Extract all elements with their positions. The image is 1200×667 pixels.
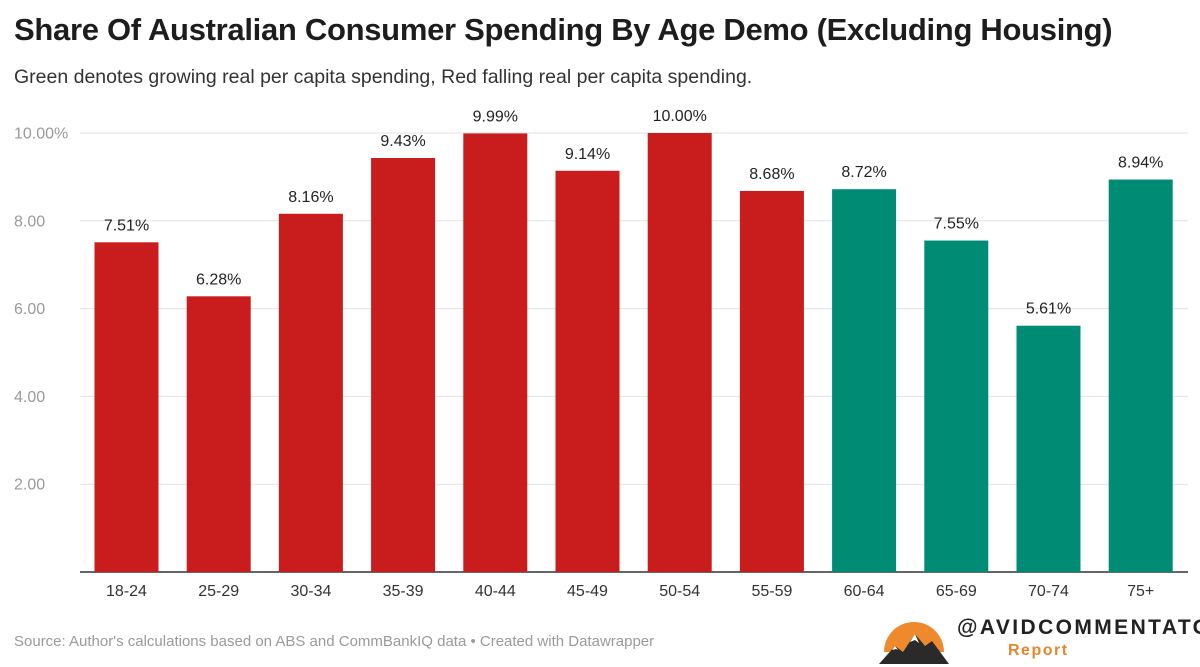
x-tick-label: 50-54 <box>659 583 700 600</box>
bar-value-label: 10.00% <box>653 108 707 125</box>
x-tick-label: 70-74 <box>1028 583 1069 600</box>
x-tick-label: 18-24 <box>106 583 147 600</box>
bar-45-49 <box>555 170 620 572</box>
mountain-sunrise-logo-icon <box>879 622 949 664</box>
bar-75+ <box>1108 179 1173 572</box>
x-tick-label: 75+ <box>1127 583 1154 600</box>
x-tick-label: 25-29 <box>198 583 239 600</box>
bar-value-label: 7.51% <box>104 217 149 234</box>
bar-50-54 <box>647 133 712 572</box>
bar-35-39 <box>371 158 436 572</box>
brand-handle: @AVIDCOMMENTATOR <box>957 616 1200 639</box>
bar-value-label: 6.28% <box>196 271 241 288</box>
bar-value-label: 8.72% <box>841 164 886 181</box>
x-tick-label: 30-34 <box>290 583 331 600</box>
bar-55-59 <box>739 190 804 572</box>
y-tick-label: 10.00% <box>14 126 68 143</box>
bar-value-label: 9.14% <box>565 146 610 163</box>
bar-25-29 <box>186 296 251 572</box>
bar-value-label: 9.99% <box>473 108 518 125</box>
bar-value-label: 8.94% <box>1118 155 1163 172</box>
bar-40-44 <box>463 133 528 572</box>
brand-badge: @AVIDCOMMENTATOR Report <box>875 612 1200 664</box>
x-tick-label: 35-39 <box>383 583 424 600</box>
source-note: Source: Author's calculations based on A… <box>14 633 655 650</box>
y-tick-label: 2.00 <box>14 477 45 494</box>
x-tick-label: 60-64 <box>844 583 885 600</box>
chart-subtitle: Green denotes growing real per capita sp… <box>14 66 753 88</box>
brand-subtitle: Report <box>1008 642 1069 659</box>
bar-value-label: 5.61% <box>1026 301 1071 318</box>
y-tick-label: 8.00 <box>14 213 45 230</box>
bar-70-74 <box>1016 325 1081 572</box>
bar-value-label: 8.68% <box>749 166 794 183</box>
chart-title: Share Of Australian Consumer Spending By… <box>14 12 1113 47</box>
x-tick-label: 65-69 <box>936 583 977 600</box>
bar-60-64 <box>832 189 897 572</box>
y-tick-label: 6.00 <box>14 301 45 318</box>
y-tick-label: 4.00 <box>14 389 45 406</box>
bar-18-24 <box>94 242 159 572</box>
bar-value-label: 7.55% <box>934 216 979 233</box>
x-tick-label: 40-44 <box>475 583 516 600</box>
bar-value-label: 9.43% <box>380 133 425 150</box>
bar-30-34 <box>278 213 343 572</box>
x-tick-label: 45-49 <box>567 583 608 600</box>
bar-65-69 <box>924 240 989 572</box>
x-tick-label: 55-59 <box>751 583 792 600</box>
bar-value-label: 8.16% <box>288 189 333 206</box>
